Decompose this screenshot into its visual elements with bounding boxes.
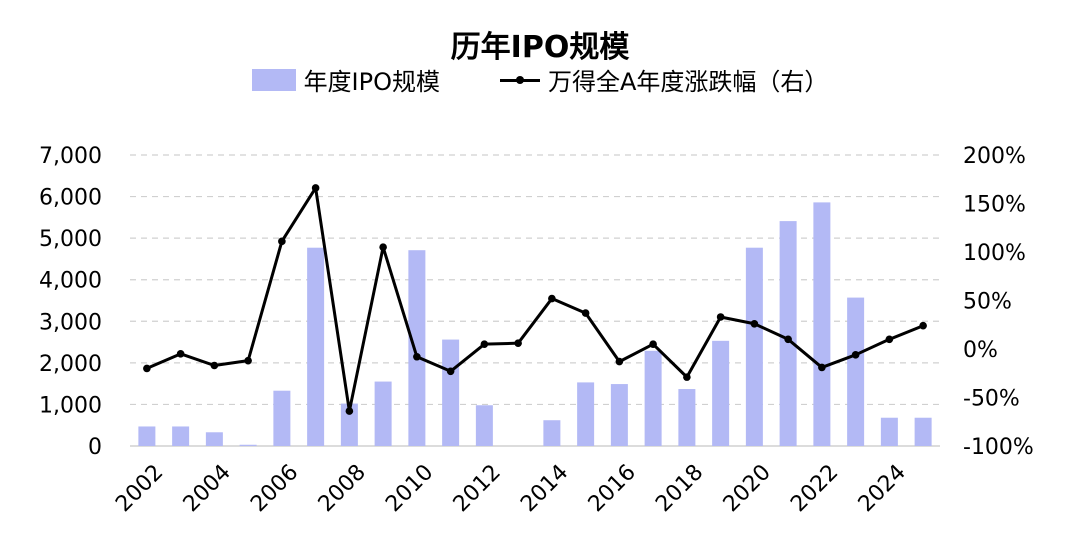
- point-index-2024: [885, 335, 894, 344]
- point-index-2012: [480, 340, 489, 348]
- point-index-2014: [548, 294, 556, 303]
- bar-ipo-2015: [577, 382, 595, 446]
- point-index-2002: [143, 364, 151, 373]
- bar-ipo-2016: [610, 384, 628, 446]
- line-index: [146, 186, 924, 413]
- point-index-2017: [649, 340, 657, 348]
- y-left-tick-label: 2,000: [39, 352, 102, 377]
- y-left-tick-label: 3,000: [39, 310, 102, 335]
- bar-ipo-2005: [239, 444, 257, 446]
- bar-ipo-2017: [644, 350, 662, 446]
- point-index-2007: [311, 184, 320, 192]
- legend-label-index: 万得全A年度涨跌幅（右）: [548, 68, 829, 96]
- bar-ipo-2024: [880, 417, 898, 446]
- bar-ipo-2003: [172, 426, 190, 446]
- y-left-tick-label: 1,000: [39, 393, 102, 418]
- legend-label-ipo: 年度IPO规模: [303, 68, 441, 96]
- bar-ipo-2010: [408, 250, 426, 446]
- bar-ipo-2011: [442, 339, 460, 446]
- bar-ipo-2023: [847, 297, 865, 446]
- bar-ipo-2007: [307, 247, 325, 446]
- bar-ipo-2018: [678, 389, 696, 446]
- x-tick-label: 2012: [449, 460, 506, 517]
- point-index-2025: [919, 321, 927, 330]
- y-right-tick-label: 0%: [963, 338, 998, 363]
- point-index-2013: [514, 339, 522, 347]
- x-tick-label: 2010: [381, 460, 438, 517]
- x-tick-label: 2016: [584, 460, 641, 517]
- x-tick-label: 2018: [651, 460, 708, 517]
- point-index-2021: [784, 335, 792, 344]
- bar-ipo-2021: [779, 221, 797, 446]
- legend-swatch-bar: [251, 68, 296, 91]
- point-index-2016: [615, 357, 624, 366]
- bar-ipo-2008: [340, 403, 358, 446]
- y-right-tick-label: 50%: [963, 290, 1012, 315]
- y-left-tick-label: 0: [88, 435, 102, 460]
- point-index-2010: [413, 352, 421, 361]
- y-left-tick-label: 7,000: [39, 144, 102, 169]
- point-index-2022: [818, 363, 826, 372]
- bar-ipo-2009: [374, 381, 392, 446]
- point-index-2009: [379, 243, 387, 251]
- y-left-tick-label: 5,000: [39, 227, 102, 252]
- point-index-2008: [345, 407, 354, 415]
- legend-swatch-line: [500, 69, 541, 91]
- x-tick-label: 2006: [246, 460, 303, 517]
- point-index-2020: [750, 319, 759, 328]
- bar-ipo-2022: [813, 202, 831, 446]
- y-left-tick-label: 6,000: [39, 186, 102, 211]
- legend-item-index: 万得全A年度涨跌幅（右）: [500, 62, 828, 97]
- x-tick-label: 2008: [314, 460, 371, 517]
- x-tick-label: 2022: [786, 460, 843, 517]
- x-tick-label: 2020: [719, 460, 776, 517]
- legend: 年度IPO规模 万得全A年度涨跌幅（右）: [0, 62, 1080, 97]
- chart-title: 历年IPO规模: [450, 30, 630, 65]
- point-index-2019: [716, 313, 725, 321]
- bar-ipo-2006: [273, 390, 291, 446]
- x-tick-label: 2024: [854, 460, 911, 517]
- bar-ipo-2002: [138, 426, 156, 446]
- legend-item-ipo: 年度IPO规模: [251, 62, 441, 97]
- y-left-tick-label: 4,000: [39, 269, 102, 294]
- x-tick-label: 2002: [111, 460, 168, 517]
- bar-ipo-2012: [475, 405, 493, 446]
- bar-ipo-2004: [205, 432, 223, 446]
- y-right-tick-label: -100%: [963, 435, 1034, 460]
- point-index-2011: [446, 367, 455, 376]
- y-right-tick-label: 150%: [963, 193, 1026, 218]
- point-index-2015: [581, 309, 590, 317]
- bar-ipo-2014: [543, 420, 561, 446]
- point-index-2004: [210, 361, 219, 370]
- point-index-2006: [278, 237, 286, 246]
- point-index-2018: [683, 373, 691, 381]
- x-tick-label: 2014: [516, 460, 573, 517]
- x-tick-label: 2004: [179, 460, 236, 517]
- bar-ipo-2020: [745, 247, 763, 446]
- point-index-2023: [851, 351, 860, 359]
- point-index-2005: [244, 356, 252, 365]
- bar-ipo-2019: [712, 340, 730, 446]
- y-right-tick-label: -50%: [963, 387, 1020, 412]
- point-index-2003: [176, 350, 185, 358]
- bar-ipo-2025: [914, 417, 932, 446]
- y-right-tick-label: 200%: [963, 144, 1026, 169]
- y-right-tick-label: 100%: [963, 241, 1026, 266]
